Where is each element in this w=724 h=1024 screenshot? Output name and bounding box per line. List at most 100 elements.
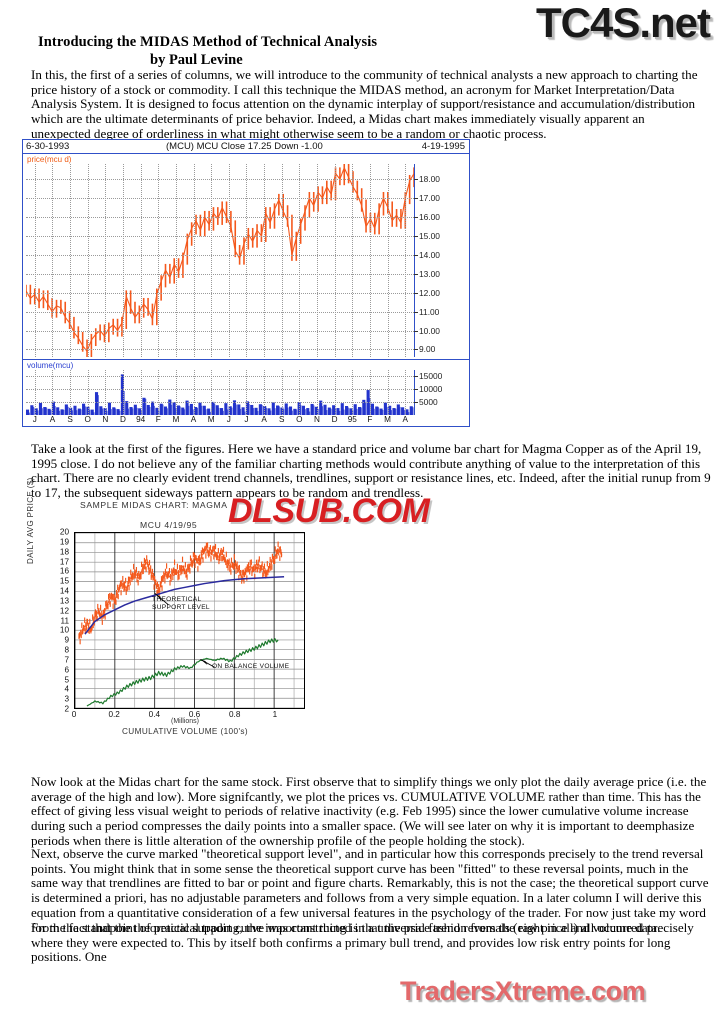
midas-series-group — [75, 533, 304, 708]
paragraph-intro: In this, the first of a series of column… — [31, 67, 698, 141]
paragraph-now-look: Now look at the Midas chart for the same… — [31, 774, 707, 848]
midas-y-tick: 2 — [64, 704, 69, 714]
midas-y-tick: 20 — [59, 527, 69, 537]
volume-gridline-horizontal — [26, 389, 414, 391]
midas-x-axis-label: CUMULATIVE VOLUME (100's) — [121, 727, 249, 736]
price-plot-area — [26, 164, 414, 357]
midas-x-axis: 0 0.2 0.4 0.6 0.8 1 — [71, 710, 305, 722]
price-axis-tick: 17.00 — [414, 193, 440, 204]
annotation-theoretical-support-line1: THEORETICAL — [152, 596, 202, 603]
volume-gridline-horizontal — [26, 376, 414, 378]
price-gridline-vertical — [52, 164, 54, 357]
chart-end-date: 4-19-1995 — [421, 141, 465, 152]
price-axis-tick: 15.00 — [414, 230, 440, 241]
paragraph-from-standpoint: From the standpoint of practical trading… — [31, 920, 694, 965]
volume-gridline-vertical — [34, 370, 36, 415]
price-gridline-vertical — [193, 164, 195, 357]
volume-axis-tick: 10000 — [413, 384, 443, 395]
price-gridline-vertical — [105, 164, 107, 357]
volume-axis: 15000 10000 5000 — [413, 370, 469, 415]
volume-pane-label: volume(mcu) — [27, 361, 74, 370]
volume-gridline-vertical — [211, 370, 213, 415]
month-label: J — [244, 415, 249, 424]
volume-gridline-vertical — [228, 370, 230, 415]
volume-gridline-vertical — [264, 370, 266, 415]
price-gridline-vertical — [405, 164, 407, 357]
volume-gridline-vertical — [387, 370, 389, 415]
midas-y-tick: 5 — [64, 675, 69, 684]
midas-x-tick: 1 — [272, 710, 278, 719]
midas-x-tick: 0.2 — [108, 710, 120, 719]
month-label: S — [67, 415, 73, 424]
month-label: M — [384, 415, 391, 424]
price-gridline-horizontal — [26, 311, 414, 313]
midas-chart-subtitle: MCU 4/19/95 — [140, 520, 198, 530]
chart-header-bar: 6-30-1993 (MCU) MCU Close 17.25 Down -1.… — [23, 140, 469, 154]
price-gridline-vertical — [264, 164, 266, 357]
price-gridline-vertical — [34, 164, 36, 357]
price-gridline-vertical — [123, 164, 124, 357]
midas-y-tick: 10 — [59, 625, 69, 635]
annotation-theoretical-support: THEORETICAL SUPPORT LEVEL — [152, 596, 210, 612]
volume-gridline-vertical — [87, 370, 89, 415]
midas-x-tick: 0 — [71, 710, 77, 719]
price-gridline-vertical — [299, 164, 301, 357]
volume-gridline-vertical — [352, 370, 354, 415]
figure-price-volume-chart: 6-30-1993 (MCU) MCU Close 17.25 Down -1.… — [22, 139, 470, 427]
price-gridline-vertical — [369, 164, 371, 357]
annotation-on-balance-volume: ON BALANCE VOLUME — [212, 663, 290, 670]
volume-gridline-vertical — [281, 370, 283, 415]
price-axis-tick: 18.00 — [414, 174, 440, 185]
article-title: Introducing the MIDAS Method of Technica… — [38, 34, 378, 50]
midas-x-tick: 0.8 — [228, 710, 241, 719]
month-label: A — [190, 415, 197, 424]
paragraph-take-a-look: Take a look at the first of the figures.… — [31, 441, 711, 501]
price-axis-tick: 11.00 — [413, 306, 440, 317]
midas-y-tick: 14 — [59, 586, 69, 596]
midas-y-tick: 11 — [60, 616, 70, 625]
midas-y-tick: 16 — [59, 566, 69, 576]
chart-body: price(mcu d) 18.00 17.00 16.00 15.00 14.00 13… — [23, 154, 469, 427]
month-label: D — [331, 415, 338, 424]
price-gridline-vertical — [70, 164, 72, 357]
volume-gridline-vertical — [317, 370, 318, 415]
price-gridline-horizontal — [26, 273, 414, 275]
volume-gridline-vertical — [123, 370, 124, 415]
midas-x-units: (Millions) — [171, 718, 199, 725]
volume-axis-separator — [414, 370, 415, 415]
midas-y-tick: 4 — [64, 684, 69, 694]
volume-gridline-vertical — [405, 370, 407, 415]
price-gridline-horizontal — [26, 254, 414, 256]
volume-gridline-vertical — [246, 370, 248, 415]
midas-y-tick: 17 — [59, 557, 69, 566]
price-axis-tick: 12.00 — [414, 287, 440, 298]
price-gridline-horizontal — [26, 216, 414, 218]
month-label: N — [102, 415, 109, 424]
midas-x-tick: 0.4 — [148, 710, 161, 719]
month-label: J — [226, 415, 231, 424]
month-label: 94 — [136, 415, 146, 424]
volume-gridline-vertical — [299, 370, 301, 415]
price-gridline-vertical — [175, 164, 177, 357]
price-axis-tick: 10.00 — [414, 325, 440, 336]
month-label: O — [296, 415, 303, 424]
price-gridline-vertical — [140, 164, 142, 357]
price-gridline-vertical — [211, 164, 213, 357]
price-gridline-vertical — [317, 164, 318, 357]
price-axis-tick: 9.00 — [413, 344, 436, 355]
price-gridline-horizontal — [26, 235, 414, 237]
price-axis-separator — [414, 164, 415, 357]
midas-y-tick: 15 — [59, 576, 69, 586]
month-label: A — [402, 415, 408, 424]
volume-gridline-vertical — [105, 370, 107, 415]
month-label: F — [155, 415, 161, 424]
price-gridline-horizontal — [26, 330, 414, 332]
volume-gridline-vertical — [70, 370, 72, 415]
month-label: F — [367, 415, 373, 424]
price-pane-label: price(mcu d) — [27, 155, 72, 164]
volume-axis-tick: 15000 — [413, 371, 443, 382]
price-gridline-vertical — [158, 164, 160, 357]
midas-y-tick: 9 — [64, 635, 69, 645]
midas-y-tick: 12 — [59, 606, 69, 616]
midas-y-tick: 13 — [59, 596, 69, 606]
